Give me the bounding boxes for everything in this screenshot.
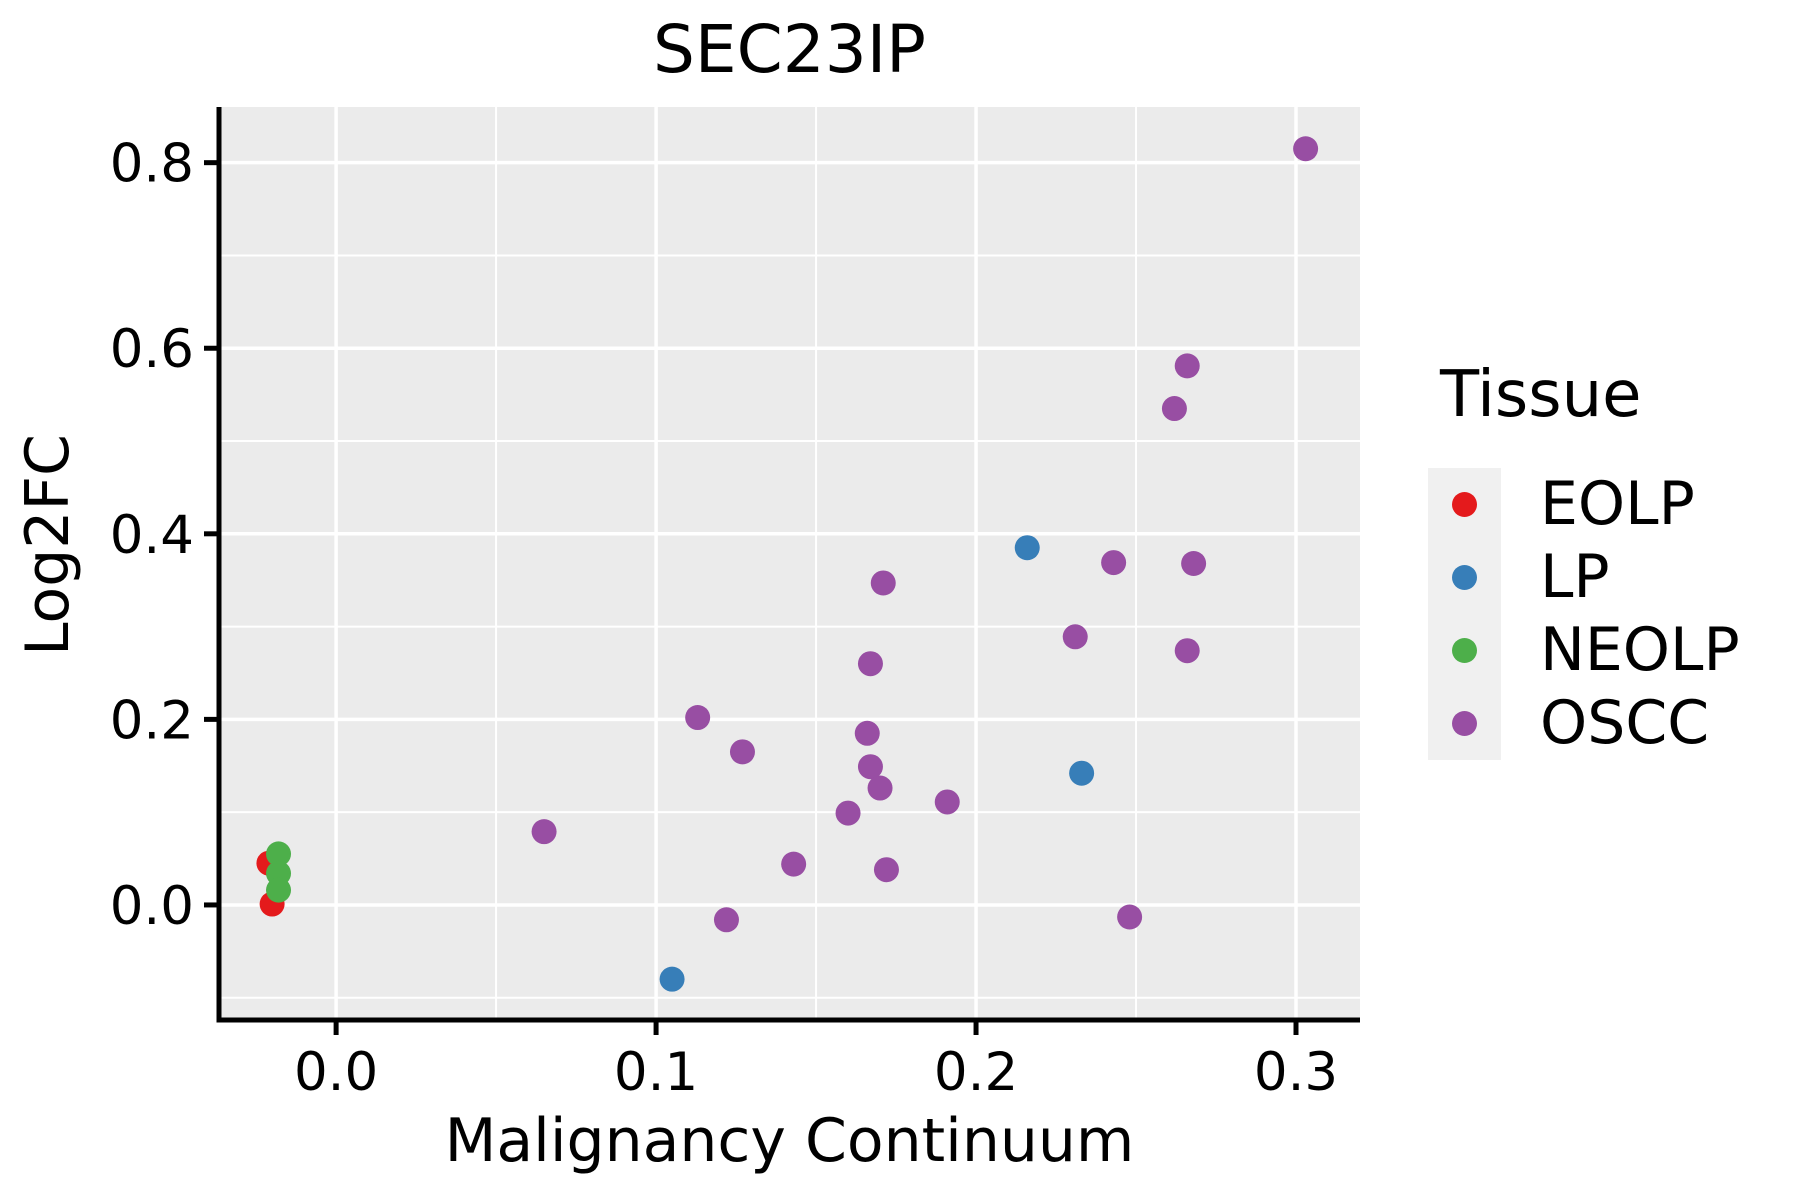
x-tick-label: 0.3 (1254, 1042, 1338, 1103)
data-point-oscc (854, 720, 880, 746)
chart-title: SEC23IP (653, 11, 926, 88)
data-point-oscc (870, 570, 896, 596)
legend-items: EOLP LP NEOLP OSCC (1428, 468, 1740, 761)
data-point-oscc (1293, 136, 1319, 162)
legend-item-oscc: OSCC (1428, 687, 1740, 761)
legend-item-eolp: EOLP (1428, 468, 1740, 542)
legend-label: EOLP (1540, 469, 1695, 540)
data-point-neolp (266, 877, 292, 903)
data-point-oscc (1062, 624, 1088, 650)
y-tick-label: 0.8 (110, 134, 194, 195)
legend-key (1428, 468, 1501, 542)
data-point-oscc (1174, 353, 1200, 379)
data-point-lp (659, 966, 685, 992)
legend-dot-icon (1452, 565, 1477, 591)
legend: Tissue EOLP LP NEOLP OSCC (1428, 358, 1740, 761)
x-tick-label: 0.2 (934, 1042, 1018, 1103)
y-tick-label: 0.0 (110, 876, 194, 937)
legend-dot-icon (1452, 638, 1477, 664)
legend-dot-icon (1452, 492, 1477, 518)
legend-key (1428, 687, 1501, 761)
data-point-oscc (835, 800, 861, 826)
data-point-neolp (266, 841, 292, 867)
legend-item-neolp: NEOLP (1428, 614, 1740, 688)
legend-label: NEOLP (1540, 615, 1740, 686)
data-point-oscc (1174, 638, 1200, 664)
y-tick-label: 0.2 (110, 690, 194, 751)
x-tick-label: 0.1 (614, 1042, 698, 1103)
x-axis-title: Malignancy Continuum (444, 1106, 1135, 1176)
data-point-oscc (713, 907, 739, 933)
data-point-oscc (1117, 904, 1143, 930)
data-point-oscc (867, 775, 893, 801)
data-point-oscc (1101, 550, 1127, 576)
data-point-oscc (857, 754, 883, 780)
x-tick-label: 0.0 (294, 1042, 378, 1103)
legend-key (1428, 614, 1501, 688)
y-axis-title: Log2FC (13, 434, 83, 656)
legend-item-lp: LP (1428, 541, 1740, 615)
y-tick-label: 0.6 (110, 319, 194, 380)
legend-label: LP (1540, 542, 1610, 613)
legend-title: Tissue (1440, 358, 1642, 432)
data-point-oscc (531, 819, 557, 845)
data-point-oscc (1181, 551, 1207, 576)
data-point-oscc (685, 705, 711, 731)
legend-label: OSCC (1540, 688, 1710, 759)
y-tick-label: 0.4 (110, 505, 194, 566)
data-point-oscc (873, 857, 899, 883)
data-point-lp (1014, 535, 1040, 561)
data-point-oscc (934, 789, 960, 815)
data-point-oscc (729, 739, 755, 765)
data-point-lp (1069, 760, 1095, 786)
data-point-oscc (857, 651, 883, 677)
legend-key (1428, 541, 1501, 615)
data-point-oscc (781, 851, 807, 877)
legend-dot-icon (1452, 711, 1477, 737)
data-point-oscc (1161, 396, 1187, 422)
